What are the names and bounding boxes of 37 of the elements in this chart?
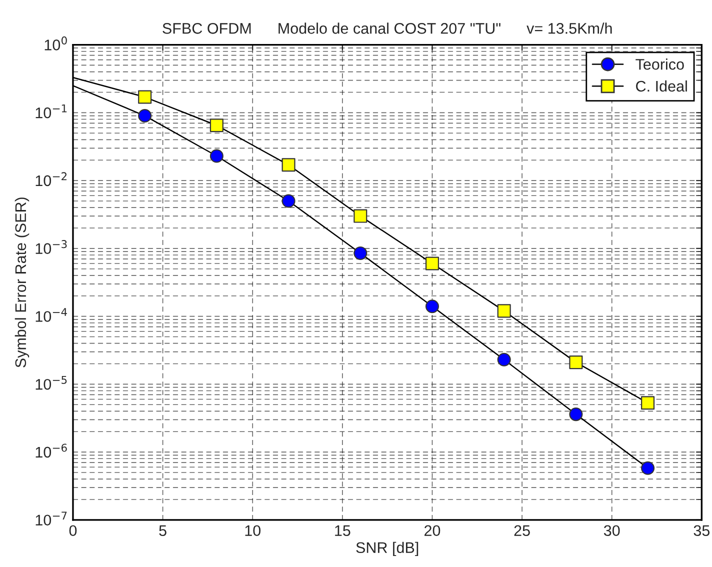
point: [425, 256, 439, 270]
x-tick-label: 15: [335, 525, 350, 536]
y-tick-label: 10$^{−6}$: [36, 444, 67, 458]
x-tick-label: 10: [245, 525, 261, 536]
point: [210, 118, 224, 132]
point: [354, 209, 368, 223]
x-tick-label: 5: [159, 525, 166, 536]
point: [425, 300, 439, 314]
x-tick-label: 25: [514, 525, 530, 536]
legend-label: Teorico: [636, 58, 684, 70]
y-tick-label: 10$^{0}$: [44, 36, 67, 50]
point: [497, 352, 511, 366]
point: [641, 461, 655, 475]
point: [569, 408, 583, 422]
y-tick-label: 10$^{−2}$: [36, 172, 66, 186]
chart-title: SFBC OFDM Modelo de canal COST 207 "TU" v= 13.5Km/h: [162, 22, 612, 34]
x-tick-label: 30: [604, 525, 620, 536]
point: [210, 149, 224, 163]
x-tick-label: 0: [69, 525, 77, 536]
point: [138, 109, 152, 123]
point: [569, 356, 583, 370]
point: [282, 158, 296, 172]
point: [282, 194, 296, 208]
x-tick-label: 35: [694, 525, 710, 536]
y-tick-label: 10$^{−3}$: [36, 240, 67, 254]
y-tick-label: 10$^{−1}$: [36, 104, 67, 118]
y-tick-label: 10$^{−5}$: [36, 376, 67, 390]
y-tick-label: 10$^{−7}$: [36, 512, 67, 526]
y-axis-title: Symbol Error Rate (SER): [14, 198, 30, 368]
x-axis-title: SNR [dB]: [356, 542, 418, 556]
point: [138, 90, 152, 104]
point: [641, 396, 655, 410]
point: [497, 304, 511, 318]
legend-label: C. Ideal: [636, 80, 687, 92]
point: [354, 246, 368, 260]
y-tick-label: 10$^{−4}$: [36, 308, 67, 322]
x-tick-label: 20: [424, 525, 440, 536]
